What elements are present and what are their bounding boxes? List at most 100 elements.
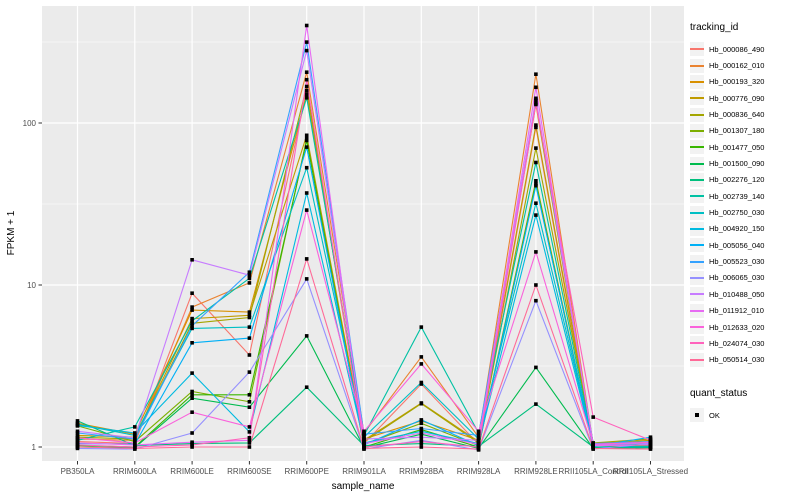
data-point	[304, 208, 309, 212]
legend-item-label: OK	[709, 410, 720, 420]
legend-item-label: Hb_001500_090	[709, 159, 765, 169]
data-point	[247, 353, 252, 357]
data-point	[304, 191, 309, 195]
y-tick-label: 1	[32, 443, 37, 452]
data-point	[534, 201, 538, 205]
data-point	[362, 432, 366, 436]
legend-item: Hb_006065_030	[690, 270, 798, 286]
data-point	[247, 336, 252, 340]
data-point	[534, 123, 538, 127]
data-point	[419, 435, 424, 439]
data-point	[75, 438, 80, 443]
data-point	[534, 146, 538, 150]
data-point	[190, 341, 194, 345]
data-point	[304, 92, 309, 97]
data-point	[648, 447, 653, 451]
legend-item: Hb_005523_030	[690, 253, 798, 269]
data-point	[591, 415, 595, 419]
data-point	[476, 433, 481, 438]
data-point	[304, 385, 309, 389]
data-point	[419, 418, 424, 422]
data-point	[419, 401, 424, 406]
legend-item: Hb_000836_640	[690, 106, 798, 122]
data-point	[648, 438, 653, 443]
legend-key-icon	[690, 140, 704, 155]
legend-item-label: Hb_000776_090	[709, 93, 765, 103]
x-tick-label: RRIM901LA	[342, 467, 386, 476]
data-point	[190, 396, 194, 400]
data-point	[419, 426, 424, 431]
data-point	[534, 85, 538, 90]
data-point	[304, 96, 309, 100]
data-point	[190, 305, 194, 309]
data-point	[304, 70, 309, 74]
data-point	[304, 77, 309, 82]
legend-item: Hb_001500_090	[690, 155, 798, 171]
data-point	[591, 446, 595, 451]
data-point	[304, 40, 309, 44]
legend-item-label: Hb_000193_320	[709, 77, 765, 87]
legend-item-label: Hb_000086_490	[709, 44, 765, 54]
legend-item: Hb_000193_320	[690, 74, 798, 90]
legend-item-label: Hb_004920_150	[709, 224, 765, 234]
x-tick-label: RRII105LA_Stressed	[613, 467, 688, 476]
data-point	[247, 315, 252, 320]
data-point	[190, 324, 194, 328]
data-point	[190, 443, 194, 447]
data-point	[534, 72, 538, 76]
data-point	[419, 421, 424, 426]
data-point	[648, 435, 653, 439]
data-point	[534, 98, 538, 103]
data-point	[247, 276, 252, 281]
data-point	[190, 326, 194, 331]
data-point	[534, 365, 538, 370]
data-point	[133, 436, 137, 440]
data-point	[75, 419, 80, 423]
legend-item-label: Hb_010488_050	[709, 289, 765, 299]
data-point	[534, 298, 538, 303]
legend-item: Hb_004920_150	[690, 221, 798, 237]
data-point	[476, 442, 481, 446]
data-point	[75, 445, 80, 449]
data-point	[304, 138, 309, 143]
legend-key-icon	[690, 221, 704, 236]
legend-key-icon	[690, 205, 704, 220]
legend-key-icon	[690, 107, 704, 122]
data-point	[190, 440, 194, 444]
y-tick-label: 100	[23, 119, 37, 128]
legend-item-ok: OK	[690, 407, 798, 423]
legend-item: Hb_002739_140	[690, 188, 798, 204]
data-point	[190, 389, 194, 394]
legend-item-label: Hb_002750_030	[709, 208, 765, 218]
legend-key-icon	[690, 189, 704, 204]
data-point	[133, 441, 137, 445]
legend-key-icon	[690, 336, 704, 351]
legend-item: Hb_050514_030	[690, 352, 798, 368]
data-point	[419, 380, 424, 385]
data-point	[648, 440, 653, 444]
data-point	[419, 355, 424, 359]
data-point	[304, 84, 309, 89]
data-point	[534, 125, 538, 130]
data-point	[247, 393, 252, 397]
legend-quant-status: quant_status OK	[690, 388, 798, 423]
data-point	[534, 402, 538, 406]
data-point	[247, 281, 252, 285]
data-point	[304, 257, 309, 261]
data-point	[133, 431, 137, 435]
data-point	[304, 145, 309, 149]
x-tick-label: RRIM600LA	[113, 467, 157, 476]
data-point	[75, 441, 80, 445]
legend-entries: Hb_000086_490 Hb_000162_010 Hb_000193_320 H…	[690, 41, 798, 368]
data-point	[362, 441, 366, 446]
data-point	[133, 425, 137, 429]
legend-item: Hb_001307_180	[690, 123, 798, 139]
legend-item-label: Hb_006065_030	[709, 273, 765, 283]
legend-item: Hb_000086_490	[690, 41, 798, 57]
data-point	[75, 443, 80, 447]
data-point	[190, 321, 194, 326]
data-point	[247, 425, 252, 429]
data-point	[591, 442, 595, 446]
data-point	[534, 250, 538, 254]
